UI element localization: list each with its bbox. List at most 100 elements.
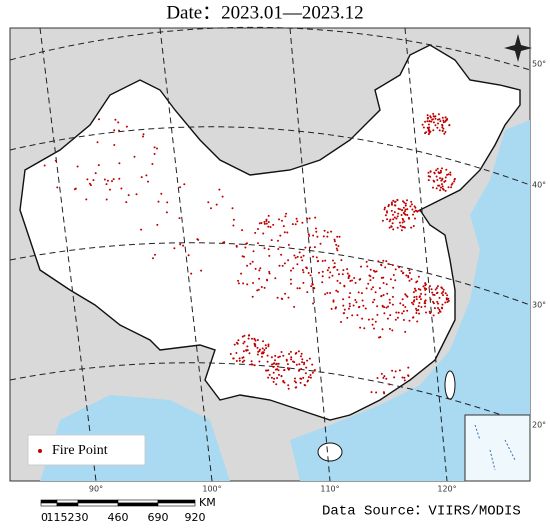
fire-point xyxy=(441,126,444,129)
fire-point xyxy=(389,218,392,221)
fire-point xyxy=(360,265,362,268)
scale-unit: KM xyxy=(199,496,216,509)
fire-point xyxy=(301,269,304,271)
fire-point xyxy=(405,274,408,277)
fire-point xyxy=(368,274,371,277)
fire-point xyxy=(118,177,121,180)
fire-point xyxy=(373,298,376,301)
fire-point xyxy=(402,206,405,209)
fire-point xyxy=(298,287,301,290)
fire-point xyxy=(391,264,394,267)
fire-point xyxy=(145,174,148,177)
fire-point xyxy=(427,129,430,132)
fire-point xyxy=(427,133,430,136)
fire-point xyxy=(250,360,253,363)
fire-point xyxy=(435,169,438,172)
fire-point xyxy=(103,178,106,181)
fire-point xyxy=(303,363,305,366)
fire-point xyxy=(237,339,240,342)
fire-point xyxy=(157,200,160,203)
fire-point xyxy=(287,259,290,262)
fire-point xyxy=(319,242,322,245)
fire-point xyxy=(263,286,266,289)
fire-point xyxy=(179,243,182,246)
fire-point xyxy=(321,275,324,278)
fire-point xyxy=(353,277,356,279)
fire-point xyxy=(429,116,432,119)
fire-point xyxy=(377,260,380,263)
fire-point xyxy=(375,270,378,273)
fire-point xyxy=(335,289,338,292)
fire-point xyxy=(241,356,244,359)
fire-point xyxy=(281,264,284,267)
fire-point xyxy=(372,286,374,289)
fire-point xyxy=(262,232,265,235)
fire-point xyxy=(269,226,272,228)
fire-point xyxy=(265,347,268,350)
fire-point xyxy=(361,299,364,302)
fire-point xyxy=(399,224,402,227)
fire-point xyxy=(256,353,259,356)
fire-point xyxy=(277,248,280,250)
fire-point xyxy=(290,358,293,361)
longitude-label: 120° xyxy=(437,485,456,494)
fire-point xyxy=(437,307,439,309)
fire-point xyxy=(407,276,410,279)
fire-point xyxy=(113,129,116,132)
fire-point xyxy=(386,211,388,214)
longitude-label: 110° xyxy=(320,485,339,494)
fire-point xyxy=(287,387,290,390)
fire-point xyxy=(389,278,392,281)
fire-point xyxy=(229,353,232,355)
scale-segment xyxy=(56,502,79,507)
fire-point xyxy=(152,257,154,260)
fire-point xyxy=(307,379,309,382)
fire-point xyxy=(117,121,120,124)
fire-point xyxy=(402,319,405,321)
fire-point xyxy=(394,268,397,271)
scale-label: 920 xyxy=(185,511,206,524)
fire-point xyxy=(237,279,240,282)
fire-point xyxy=(304,372,307,375)
fire-point xyxy=(312,302,315,305)
fire-point xyxy=(283,369,286,372)
fire-point xyxy=(114,118,117,121)
fire-point xyxy=(223,241,226,244)
fire-point xyxy=(235,360,238,362)
fire-point xyxy=(388,220,391,223)
fire-point xyxy=(238,359,241,362)
fire-point xyxy=(391,222,394,225)
fire-point xyxy=(267,214,270,217)
fire-point xyxy=(263,221,266,223)
fire-point xyxy=(415,307,417,310)
fire-point xyxy=(383,208,386,211)
fire-point xyxy=(267,376,270,379)
fire-point xyxy=(328,276,331,279)
fire-point xyxy=(278,373,280,376)
fire-point xyxy=(347,276,350,278)
fire-point xyxy=(295,363,298,366)
fire-point xyxy=(388,226,391,229)
fire-point xyxy=(417,305,420,308)
fire-point xyxy=(441,307,444,310)
fire-point xyxy=(402,310,405,313)
fire-point xyxy=(372,301,374,304)
fire-point xyxy=(429,298,432,301)
fire-point xyxy=(241,335,244,338)
fire-point xyxy=(433,172,436,175)
fire-point xyxy=(354,299,357,301)
fire-point xyxy=(313,246,316,249)
fire-point xyxy=(324,259,327,262)
fire-point xyxy=(261,355,263,358)
fire-point xyxy=(396,316,399,319)
fire-point xyxy=(272,380,275,383)
fire-point xyxy=(272,362,275,365)
fire-point xyxy=(444,189,447,192)
fire-point xyxy=(258,360,261,363)
fire-point xyxy=(415,312,418,314)
fire-point xyxy=(436,285,439,288)
fire-point xyxy=(403,212,406,215)
scale-segment xyxy=(157,502,196,507)
fire-point xyxy=(441,287,444,290)
fire-point xyxy=(300,352,303,355)
